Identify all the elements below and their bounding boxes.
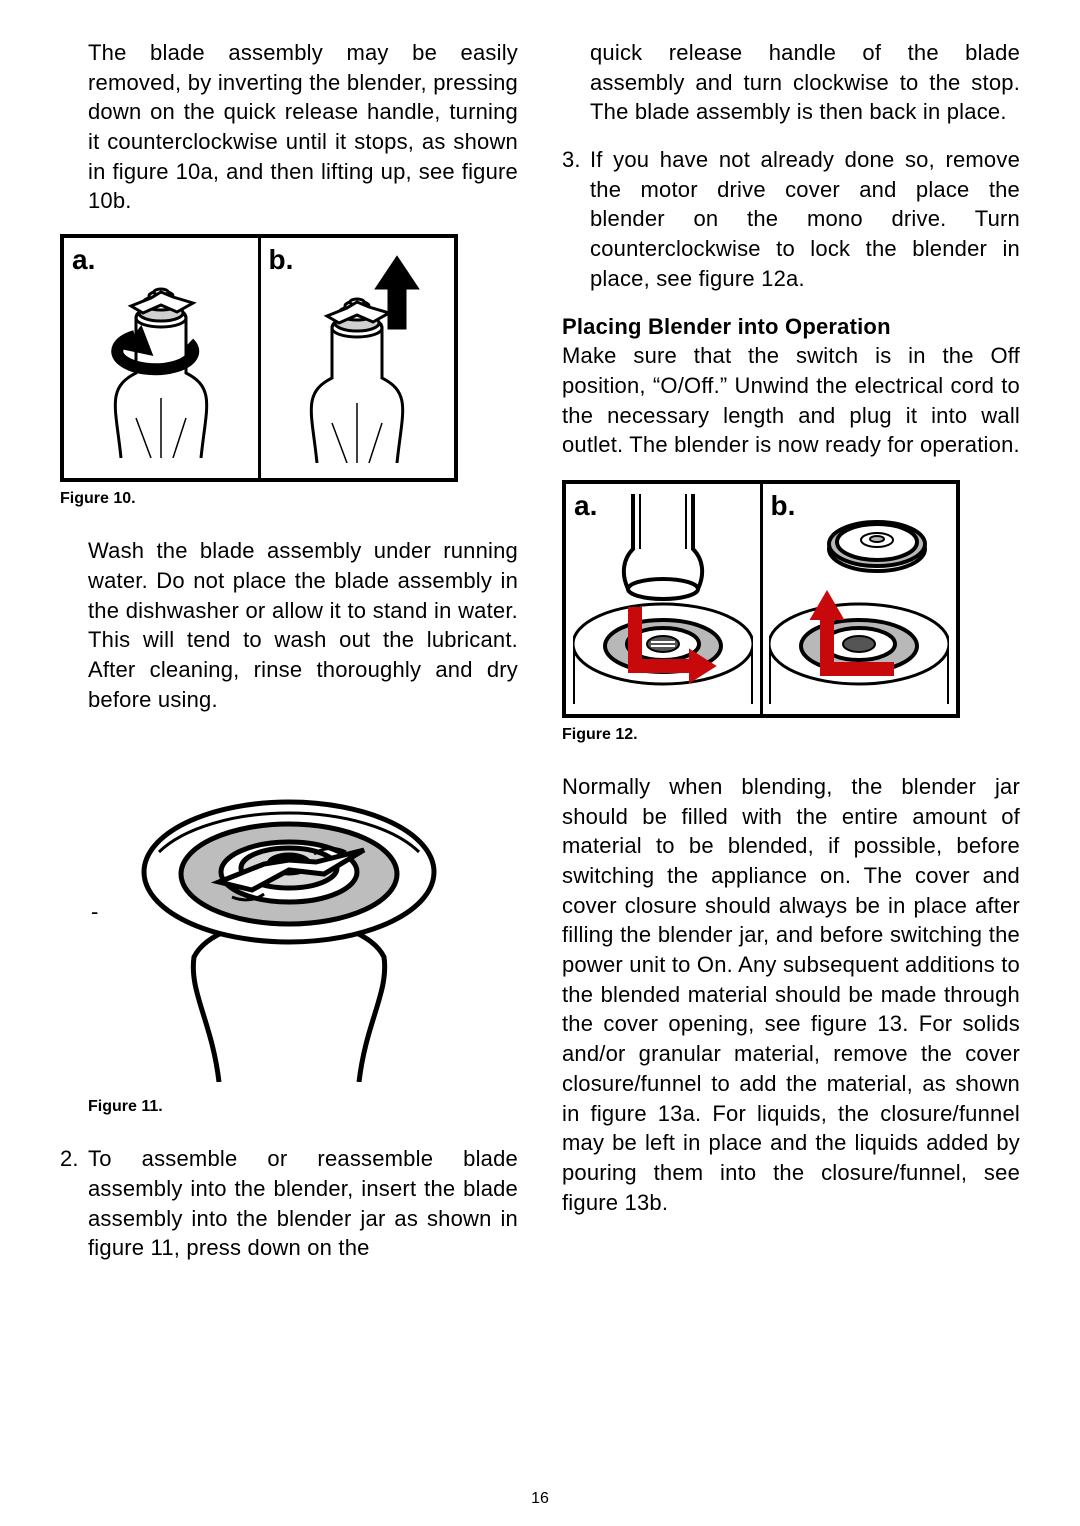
right-para-1: quick release handle of the blade assemb… [562,38,1020,127]
list-number-3: 3. [562,145,581,175]
page-number: 16 [0,1490,1080,1508]
right-para-3: Make sure that the switch is in the Off … [562,341,1020,460]
figure-10-panel-b: b. [261,238,455,478]
figure-12-panel-b-label: b. [771,490,796,522]
two-column-layout: The blade assembly may be easily removed… [60,38,1020,1281]
figure-10-caption: Figure 10. [60,490,518,508]
right-column: quick release handle of the blade assemb… [562,38,1020,1281]
drive-cover-remove-icon [769,494,949,704]
left-para-3-text: To assemble or reassemble blade assembly… [88,1146,518,1260]
blender-mount-lock-icon [573,494,753,704]
figure-10-panel-b-label: b. [269,244,294,276]
page: The blade assembly may be easily removed… [0,0,1080,1526]
figure-12: a. [562,480,960,718]
figure-11-dash: - [91,899,98,925]
left-para-2: Wash the blade assembly under running wa… [60,536,518,714]
blade-assembly-top-view-icon [124,742,454,1082]
heading-placing-blender: Placing Blender into Operation [562,314,891,339]
left-para-1: The blade assembly may be easily removed… [60,38,518,216]
section-heading: Placing Blender into Operation [562,312,1020,342]
right-para-2-text: If you have not already done so, remove … [590,147,1020,291]
figure-12-panel-a: a. [566,484,760,714]
left-para-3: 2. To assemble or reassemble blade assem… [60,1144,518,1263]
blade-assembly-lift-icon [277,253,437,463]
figure-10-panel-a-label: a. [72,244,95,276]
right-para-2: 3. If you have not already done so, remo… [562,145,1020,293]
blade-assembly-ccw-icon [81,258,241,458]
figure-12-panel-a-label: a. [574,490,597,522]
figure-11: - [109,732,469,1092]
figure-12-panel-b: b. [763,484,957,714]
left-column: The blade assembly may be easily removed… [60,38,518,1281]
figure-10: a. [60,234,458,482]
figure-11-caption: Figure 11. [88,1098,518,1116]
figure-12-caption: Figure 12. [562,726,1020,744]
list-number-2: 2. [60,1144,79,1174]
right-para-4: Normally when blending, the blender jar … [562,772,1020,1217]
figure-10-panel-a: a. [64,238,258,478]
